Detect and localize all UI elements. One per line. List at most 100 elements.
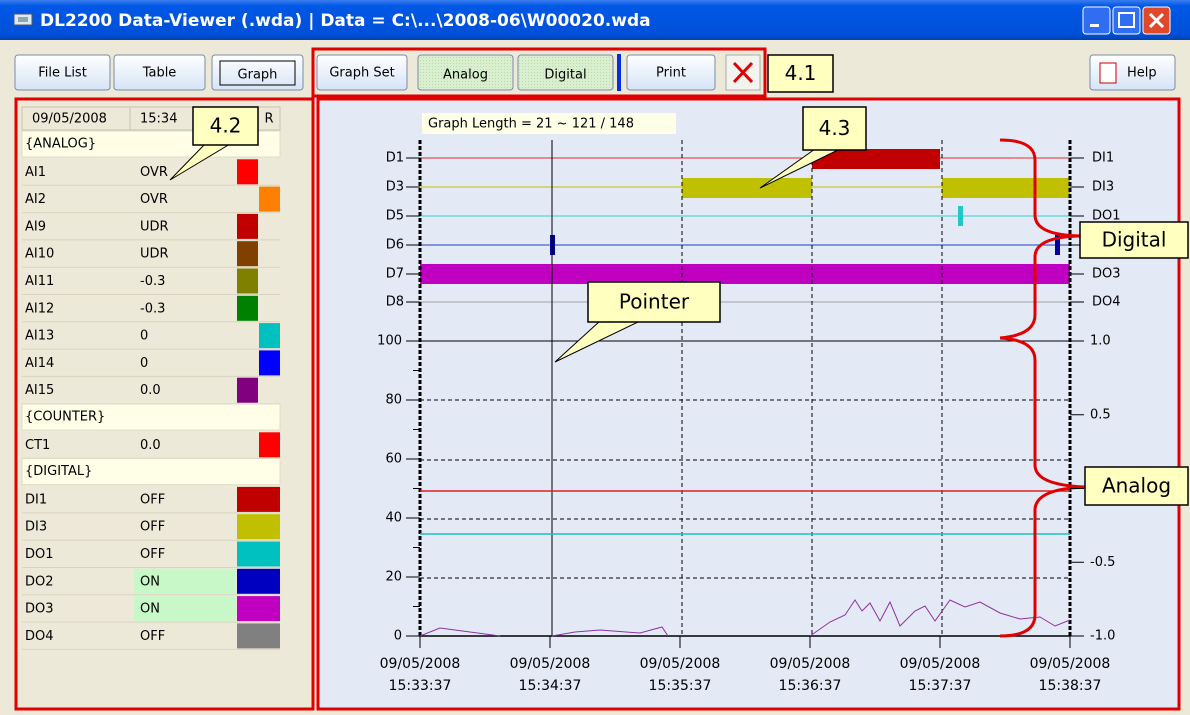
- channel-name: AI2: [25, 192, 46, 207]
- channel-value: -0.3: [140, 274, 165, 289]
- y-tick-label: 80: [385, 393, 402, 408]
- button-label: Graph Set: [329, 66, 394, 81]
- channel-value: 0: [140, 356, 148, 371]
- y-tick-label: 60: [385, 452, 402, 467]
- channel-name: DO3: [25, 602, 54, 617]
- callout: 4.2: [169, 106, 259, 181]
- channel-value: OVR: [140, 192, 168, 207]
- channel-name: CT1: [25, 438, 50, 453]
- callout-box: [767, 54, 834, 93]
- channel-name: DO2: [25, 574, 54, 589]
- header-label: R: [264, 112, 273, 127]
- button-label: Table: [142, 66, 177, 81]
- color-swatch: [237, 268, 258, 294]
- callout: Digital: [1079, 221, 1189, 259]
- callout-box: [1084, 466, 1189, 506]
- channel-value: OVR: [140, 165, 168, 180]
- color-swatch: [237, 514, 280, 540]
- y2-tick-label: -0.5: [1090, 555, 1115, 570]
- toolbar-button[interactable]: Print: [626, 54, 716, 91]
- channel-value: OFF: [140, 492, 165, 507]
- header-label: 15:34: [140, 112, 177, 127]
- maximize-button[interactable]: [1112, 6, 1141, 35]
- color-swatch: [237, 295, 258, 321]
- length-box: [422, 113, 676, 134]
- channel-name: AI14: [25, 356, 54, 371]
- color-swatch: [259, 186, 280, 212]
- button-face: [517, 54, 614, 91]
- help-button[interactable]: Help: [1089, 54, 1176, 91]
- channel-name: AI9: [25, 219, 46, 234]
- y-tick-label: 100: [377, 334, 402, 349]
- color-swatch: [237, 486, 280, 512]
- color-swatch: [237, 623, 280, 649]
- button-label: Graph: [238, 68, 278, 83]
- toolbar-button[interactable]: File List: [14, 54, 111, 91]
- x-time-label: 15:36:37: [779, 678, 842, 694]
- channel-value: -0.3: [140, 301, 165, 316]
- graph-length: Graph Length = 21 ~ 121 / 148: [428, 117, 634, 132]
- section-label: {DIGITAL}: [25, 464, 92, 479]
- graph: [418, 138, 1086, 638]
- toolbar-button[interactable]: Digital: [517, 54, 614, 91]
- channel-name: DO4: [25, 629, 54, 644]
- toolbar-button[interactable]: Table: [113, 54, 206, 91]
- x-time-label: 15:34:37: [519, 678, 582, 694]
- channel-value: OFF: [140, 520, 165, 535]
- y2-tick-label: -1.0: [1090, 629, 1115, 644]
- header-label: 09/05/2008: [32, 112, 107, 127]
- x-date-label: 09/05/2008: [900, 656, 981, 672]
- button-face: [113, 54, 206, 91]
- y2-tick-label: 1.0: [1090, 334, 1111, 349]
- close-button[interactable]: [1142, 6, 1171, 35]
- digital-label: DO3: [1092, 267, 1121, 282]
- minimize-button[interactable]: [1082, 6, 1111, 35]
- digital-on: [682, 178, 812, 198]
- digital-on: [1055, 235, 1060, 255]
- toolbar-highlight: [311, 47, 767, 98]
- callout-box: [802, 106, 867, 151]
- callout-label: 4.2: [210, 114, 242, 138]
- callout-box: [192, 106, 259, 146]
- callout: Analog: [1084, 466, 1189, 506]
- x-date-label: 09/05/2008: [510, 656, 591, 672]
- on-highlight: [134, 596, 236, 622]
- on-highlight: [134, 568, 236, 594]
- title-bar: [0, 0, 1190, 40]
- channel-value: UDR: [140, 247, 169, 262]
- color-swatch: [237, 596, 280, 622]
- button-face: [626, 54, 716, 91]
- color-swatch: [237, 159, 258, 185]
- channel-name: AI12: [25, 301, 54, 316]
- y-tick-label: 0: [394, 629, 402, 644]
- x-date-label: 09/05/2008: [770, 656, 851, 672]
- color-swatch: [259, 323, 280, 349]
- button-label: Digital: [544, 68, 586, 83]
- digital-on: [942, 178, 1070, 198]
- channel-name: AI11: [25, 274, 54, 289]
- toolbar-button[interactable]: Analog: [417, 54, 514, 91]
- channel-value: ON: [140, 602, 160, 617]
- digital-label: D8: [386, 295, 404, 310]
- toolbar-button[interactable]: Graph Set: [316, 54, 408, 91]
- y2-tick-label: 0.5: [1090, 407, 1111, 422]
- toolbar-button[interactable]: Graph: [211, 54, 304, 91]
- digital-label: D5: [386, 209, 404, 224]
- callout: 4.3: [759, 106, 867, 189]
- callout-box: [1079, 221, 1189, 259]
- button-pressed: [219, 60, 296, 86]
- close-graph-button[interactable]: [725, 54, 761, 91]
- channel-name: AI13: [25, 329, 54, 344]
- analog-trace: [551, 626, 669, 637]
- x-time-label: 15:38:37: [1039, 678, 1102, 694]
- x-date-label: 09/05/2008: [380, 656, 461, 672]
- section-row: [21, 403, 281, 431]
- color-swatch: [237, 541, 280, 567]
- digital-label: D7: [386, 267, 404, 282]
- callout-label: 4.3: [819, 116, 851, 140]
- button-face: [417, 54, 514, 91]
- callout-label: Digital: [1102, 228, 1167, 252]
- channel-name: DI1: [25, 492, 47, 507]
